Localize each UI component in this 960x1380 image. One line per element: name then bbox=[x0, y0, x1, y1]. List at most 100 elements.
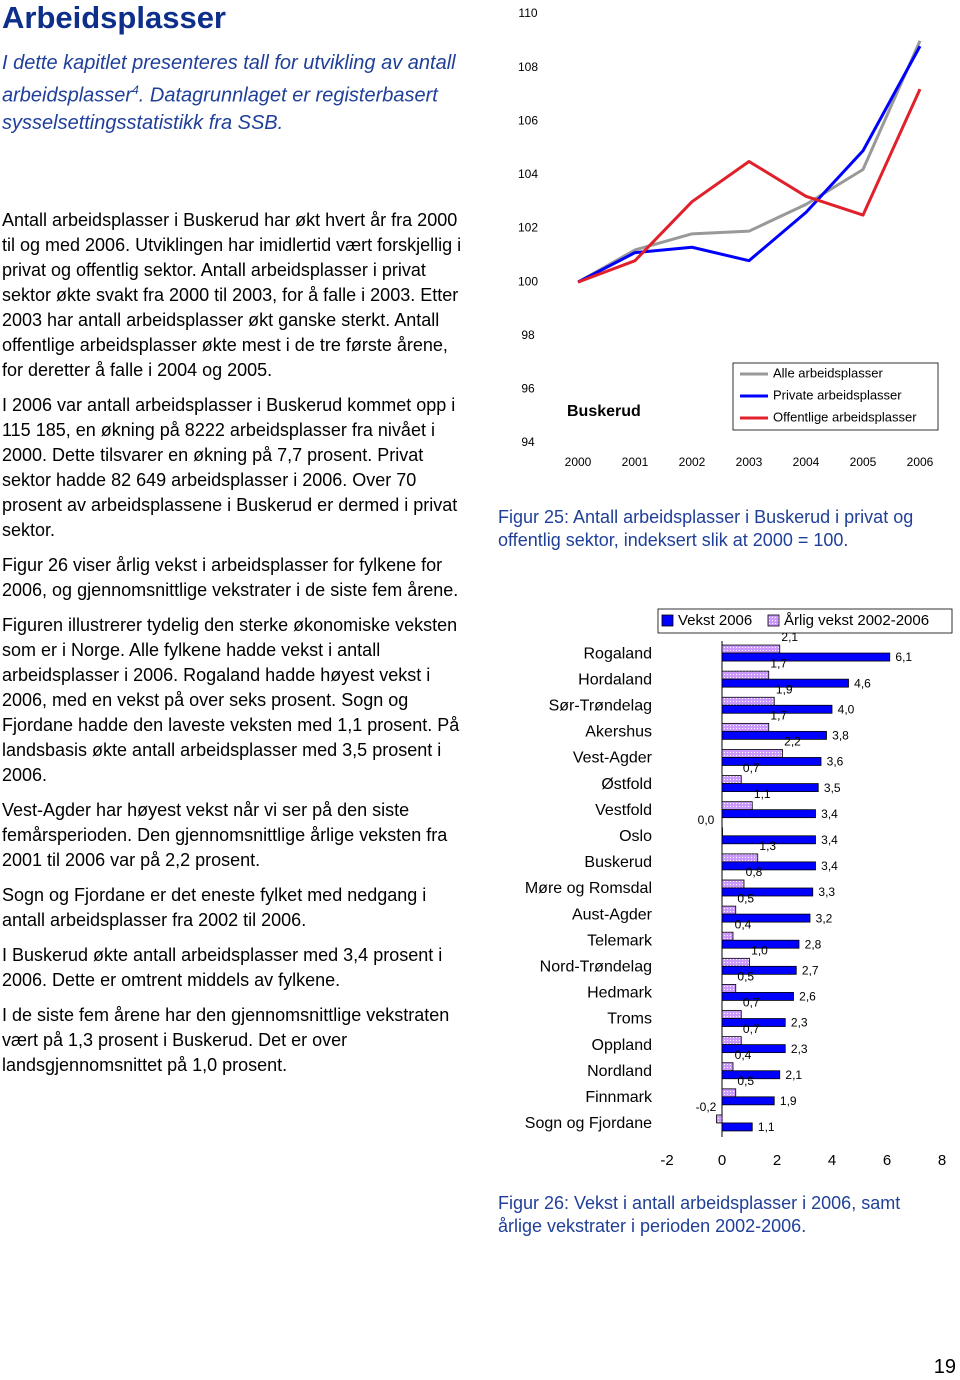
category-label: Nord-Trøndelag bbox=[540, 959, 652, 976]
value-label: 1,1 bbox=[754, 787, 771, 801]
value-label: 3,4 bbox=[821, 859, 838, 873]
paragraph: Figur 26 viser årlig vekst i arbeidsplas… bbox=[2, 555, 459, 600]
x-tick-label: 2005 bbox=[850, 455, 877, 469]
paragraph: I Buskerud økte antall arbeidsplasser me… bbox=[2, 945, 443, 990]
paragraph: I 2006 var antall arbeidsplasser i Buske… bbox=[2, 395, 458, 540]
category-label: Aust-Agder bbox=[572, 906, 653, 923]
paragraph: I de siste fem årene har den gjennomsnit… bbox=[2, 1005, 450, 1075]
bar bbox=[721, 775, 742, 784]
y-tick-label: 108 bbox=[518, 60, 538, 74]
value-label: 4,6 bbox=[854, 676, 871, 690]
value-label: 3,3 bbox=[818, 885, 835, 899]
legend-label: Private arbeidsplasser bbox=[773, 387, 902, 402]
category-label: Nordland bbox=[587, 1063, 652, 1080]
bar bbox=[721, 861, 816, 871]
value-label: 4,0 bbox=[838, 702, 855, 716]
figure-caption: Figur 26: Vekst i antall arbeidsplasser … bbox=[498, 1193, 901, 1236]
series-line bbox=[577, 40, 922, 284]
bar bbox=[721, 809, 816, 819]
bar bbox=[716, 1114, 723, 1124]
category-label: Telemark bbox=[587, 932, 653, 949]
bar bbox=[721, 887, 814, 897]
legend-label: Vekst 2006 bbox=[678, 612, 752, 629]
value-label: 1,0 bbox=[751, 943, 768, 957]
value-label: 0,4 bbox=[735, 1048, 752, 1062]
bar bbox=[721, 957, 750, 967]
value-label: 1,1 bbox=[758, 1120, 775, 1134]
body-text: Antall arbeidsplasser i Buskerud har økt… bbox=[2, 208, 464, 1088]
value-label: 3,4 bbox=[821, 807, 838, 821]
bar bbox=[721, 644, 781, 654]
bar bbox=[721, 1088, 737, 1098]
value-label: 2,3 bbox=[791, 1042, 808, 1056]
value-label: 3,5 bbox=[824, 781, 841, 795]
bar bbox=[721, 722, 770, 732]
value-label: 0,7 bbox=[743, 996, 760, 1010]
bar bbox=[721, 1018, 786, 1027]
value-label: 0,5 bbox=[737, 1074, 754, 1088]
category-label: Oppland bbox=[592, 1037, 653, 1054]
legend-label: Offentlige arbeidsplasser bbox=[773, 409, 917, 424]
x-tick-label: 2004 bbox=[793, 455, 820, 469]
value-label: 3,8 bbox=[832, 729, 849, 743]
category-label: Buskerud bbox=[584, 854, 652, 871]
y-tick-label: 100 bbox=[518, 274, 538, 288]
x-tick-label: 2000 bbox=[565, 455, 592, 469]
x-tick-label: 8 bbox=[938, 1152, 946, 1169]
bar bbox=[721, 835, 816, 845]
bar bbox=[721, 931, 734, 941]
category-label: Sør-Trøndelag bbox=[549, 697, 652, 714]
intro-text: . Datagrunnlaget er registerbasert sysse… bbox=[2, 84, 438, 134]
x-tick-label: 2001 bbox=[622, 455, 649, 469]
value-label: 2,8 bbox=[805, 937, 822, 951]
value-label: 1,3 bbox=[759, 839, 776, 853]
paragraph: Sogn og Fjordane er det eneste fylket me… bbox=[2, 885, 427, 930]
bar bbox=[721, 879, 745, 889]
value-label: 1,9 bbox=[780, 1094, 797, 1108]
y-tick-label: 110 bbox=[518, 6, 537, 20]
annotation: Buskerud bbox=[567, 403, 641, 420]
value-label: 3,4 bbox=[821, 833, 838, 847]
value-label: 0,7 bbox=[743, 761, 760, 775]
value-label: 2,3 bbox=[791, 1016, 808, 1030]
value-label: 1,9 bbox=[776, 682, 793, 696]
y-tick-label: 106 bbox=[518, 113, 538, 127]
bar bbox=[721, 783, 819, 792]
legend-swatch bbox=[661, 614, 674, 627]
paragraph: Vest-Agder har høyest vekst når vi ser p… bbox=[2, 800, 448, 870]
category-label: Møre og Romsdal bbox=[525, 880, 652, 897]
x-tick-label: 4 bbox=[828, 1152, 836, 1169]
category-label: Oslo bbox=[619, 828, 652, 845]
bar bbox=[721, 1036, 742, 1046]
line-chart: 94 96 98 100 102 104 106 108 110 2000 2001 2002 2003… bbox=[518, 6, 939, 469]
bar-chart: -2 0 2 4 6 8 Rogaland 2,1 6,1 Hordaland 1,7 4,6 Sør-… bbox=[525, 608, 953, 1169]
intro: I dette kapitlet presenteres tall for ut… bbox=[2, 50, 457, 137]
series-line bbox=[577, 88, 922, 284]
legend-swatch bbox=[767, 614, 780, 627]
bar bbox=[721, 801, 753, 811]
bar bbox=[721, 670, 770, 680]
x-tick-label: 2002 bbox=[679, 455, 706, 469]
category-label: Rogaland bbox=[584, 645, 653, 662]
value-label: 0,5 bbox=[737, 970, 754, 984]
bar bbox=[721, 730, 827, 740]
x-tick-label: 2006 bbox=[907, 455, 934, 469]
bar bbox=[721, 939, 800, 949]
paragraph: Figuren illustrerer tydelig den sterke ø… bbox=[2, 615, 460, 785]
value-label: 2,2 bbox=[784, 735, 801, 749]
category-label: Troms bbox=[607, 1011, 652, 1028]
legend-label: Alle arbeidsplasser bbox=[773, 365, 884, 380]
y-tick-label: 104 bbox=[518, 167, 538, 181]
value-label: 1,7 bbox=[770, 709, 787, 723]
value-label: 2,6 bbox=[799, 990, 816, 1004]
value-label: 0,5 bbox=[737, 891, 754, 905]
bar bbox=[721, 1070, 781, 1080]
bar bbox=[721, 749, 783, 758]
value-label: 1,7 bbox=[770, 656, 787, 670]
footnote-ref: 4 bbox=[132, 83, 139, 97]
bar bbox=[721, 965, 797, 975]
value-label: 6,1 bbox=[895, 650, 912, 664]
intro-text: I dette kapitlet presenteres tall for ut… bbox=[2, 52, 456, 107]
category-label: Hedmark bbox=[587, 985, 653, 1002]
